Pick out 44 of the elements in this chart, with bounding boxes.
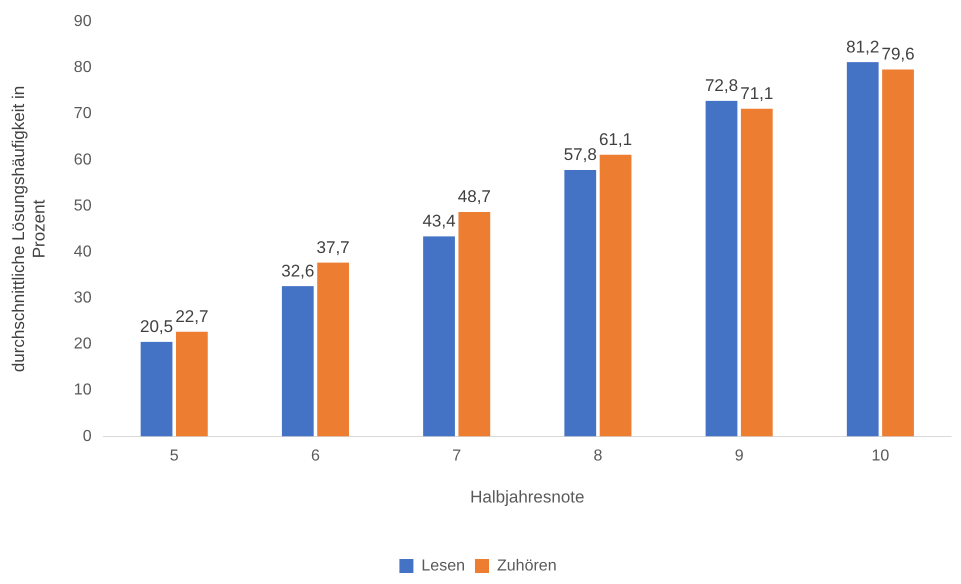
data-label: 22,7 xyxy=(175,306,208,326)
y-tick-label: 70 xyxy=(74,105,92,122)
x-tick-label: 9 xyxy=(734,447,744,464)
bar xyxy=(282,286,314,436)
bar xyxy=(564,170,596,436)
bar xyxy=(317,262,349,436)
data-label: 81,2 xyxy=(846,37,880,56)
x-axis-title: Halbjahresnote xyxy=(470,487,584,506)
bar xyxy=(846,62,879,436)
y-tick-label: 80 xyxy=(74,59,92,76)
x-tick-label: 10 xyxy=(871,447,890,464)
y-axis-title: durchschnittliche Lösungshäufigkeit in Prozent xyxy=(8,86,48,372)
bar xyxy=(423,236,455,436)
legend-label: Lesen xyxy=(421,557,465,574)
bar xyxy=(600,154,632,436)
data-label: 20,5 xyxy=(140,317,174,336)
y-tick-label: 40 xyxy=(74,243,92,260)
y-tick-label: 90 xyxy=(74,13,92,30)
y-tick-label: 10 xyxy=(74,382,92,399)
data-label: 37,7 xyxy=(316,238,350,257)
bar xyxy=(176,332,208,436)
data-label: 79,6 xyxy=(881,44,915,64)
data-label: 43,4 xyxy=(422,212,456,231)
bar xyxy=(140,342,172,436)
y-tick-label: 30 xyxy=(74,290,92,307)
bar xyxy=(458,212,490,436)
data-label: 61,1 xyxy=(599,130,632,149)
data-label: 72,8 xyxy=(704,76,738,96)
y-tick-label: 0 xyxy=(82,428,92,445)
bar xyxy=(882,70,914,436)
legend-label: Zuhören xyxy=(497,557,557,574)
x-tick-label: 7 xyxy=(452,447,462,464)
y-tick-label: 60 xyxy=(74,151,92,168)
data-label: 48,7 xyxy=(458,187,491,206)
y-tick-label: 50 xyxy=(74,197,92,214)
x-tick-label: 5 xyxy=(170,447,179,464)
data-label: 57,8 xyxy=(564,145,597,164)
x-tick-label: 8 xyxy=(593,447,602,464)
data-label: 32,6 xyxy=(281,261,314,280)
data-label: 71,1 xyxy=(740,84,774,103)
bar xyxy=(706,100,738,436)
y-tick-label: 20 xyxy=(74,336,92,353)
x-tick-label: 6 xyxy=(310,447,320,464)
bar xyxy=(740,108,773,436)
